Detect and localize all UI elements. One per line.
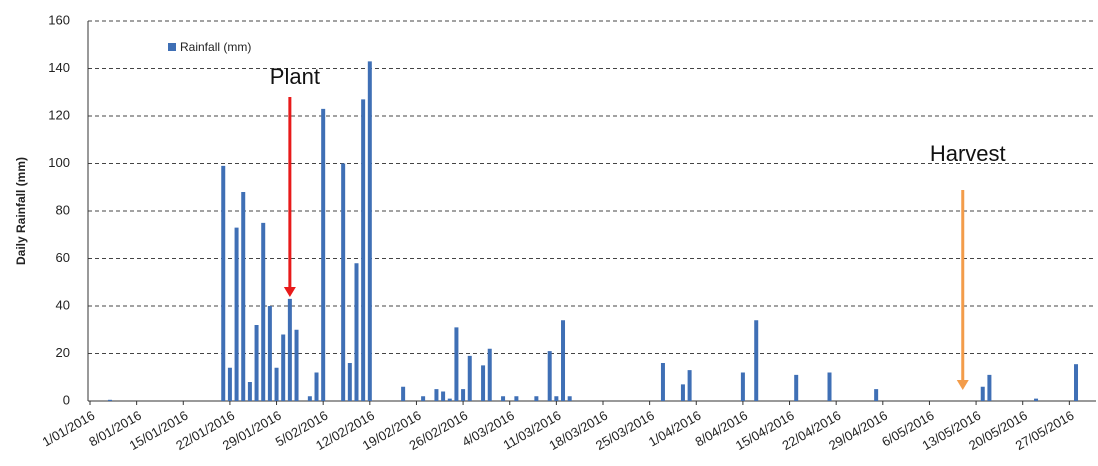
bar <box>361 99 366 401</box>
bar <box>561 320 566 401</box>
x-tick-label: 1/01/2016 <box>40 408 98 450</box>
bar <box>441 391 446 401</box>
legend-label: Rainfall (mm) <box>180 40 251 54</box>
bar <box>461 389 466 401</box>
bar <box>687 370 692 401</box>
bar <box>827 372 832 401</box>
bar <box>874 389 879 401</box>
bar <box>534 396 539 401</box>
bar <box>487 348 492 401</box>
bar <box>567 396 572 401</box>
bar <box>554 396 559 401</box>
annotation-label: Plant <box>270 64 320 89</box>
bar <box>287 298 292 401</box>
bar <box>447 398 452 401</box>
y-tick-label: 20 <box>56 345 70 360</box>
bar <box>1074 364 1079 401</box>
bar <box>980 386 985 401</box>
y-tick-label: 100 <box>48 155 70 170</box>
bar <box>401 386 406 401</box>
bar <box>354 263 359 401</box>
bar <box>467 355 472 401</box>
bar <box>227 367 232 401</box>
annotation-arrowhead <box>956 380 969 390</box>
bar <box>341 163 346 401</box>
bar <box>421 396 426 401</box>
bar <box>794 374 799 401</box>
legend-swatch <box>168 43 176 51</box>
bar <box>307 396 312 401</box>
bar <box>294 329 299 401</box>
y-tick-label: 80 <box>56 202 70 217</box>
bar <box>221 165 226 401</box>
bar <box>107 399 112 401</box>
y-tick-label: 40 <box>56 297 70 312</box>
bar <box>1034 398 1039 401</box>
bar <box>660 363 665 401</box>
bar <box>680 384 685 401</box>
bar <box>481 365 486 401</box>
y-axis-label: Daily Rainfall (mm) <box>14 157 28 265</box>
bar <box>514 396 519 401</box>
bar <box>547 351 552 401</box>
bar <box>267 306 272 401</box>
bar <box>454 327 459 401</box>
bar <box>314 372 319 401</box>
bar <box>247 382 252 401</box>
y-tick-label: 160 <box>48 12 70 27</box>
annotation-arrowhead <box>283 287 296 297</box>
y-tick-label: 0 <box>63 392 70 407</box>
annotation-label: Harvest <box>930 141 1006 166</box>
bar <box>234 227 239 401</box>
y-tick-label: 120 <box>48 107 70 122</box>
bar <box>367 61 372 401</box>
bar <box>274 367 279 401</box>
bar <box>241 192 246 401</box>
y-tick-label: 140 <box>48 60 70 75</box>
bar <box>321 108 326 401</box>
bar <box>347 363 352 401</box>
y-tick-label: 60 <box>56 250 70 265</box>
bar <box>281 334 286 401</box>
bar <box>434 389 439 401</box>
bar <box>501 396 506 401</box>
bar <box>987 374 992 401</box>
x-tick-label: 1/04/2016 <box>646 408 704 450</box>
bar <box>261 222 266 401</box>
bar <box>254 325 259 401</box>
bar <box>740 372 745 401</box>
bar <box>754 320 759 401</box>
